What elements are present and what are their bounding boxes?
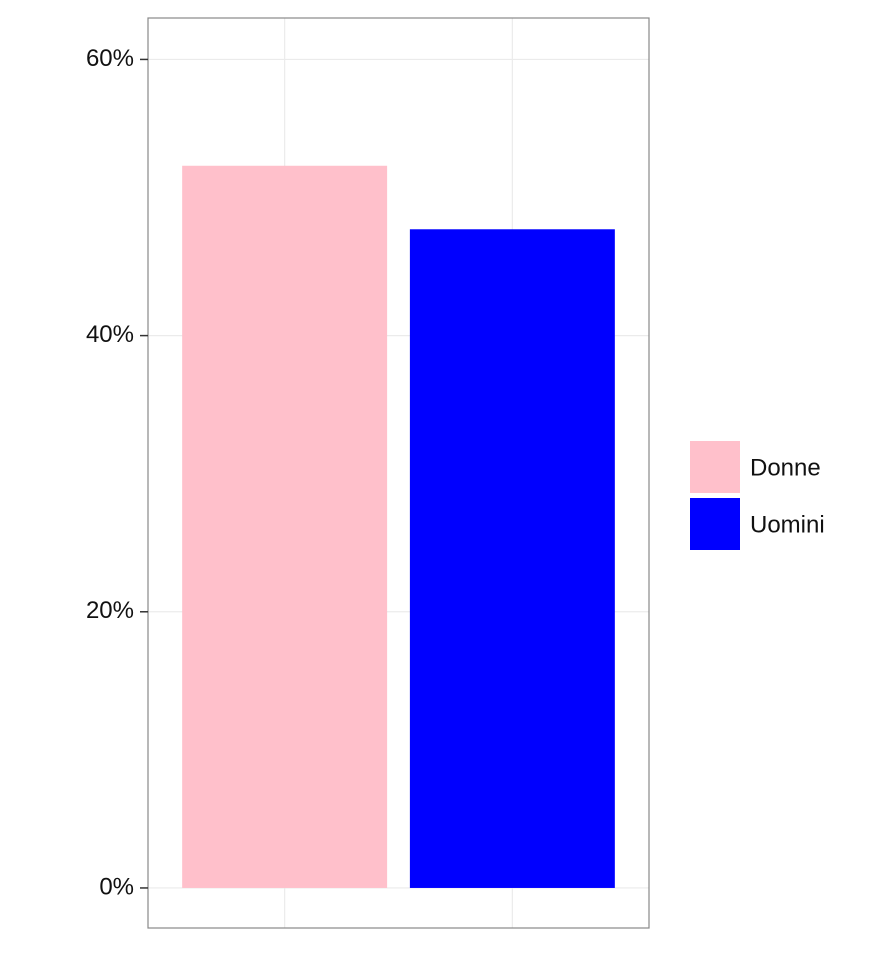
y-axis: 0% 20% 40% 60% (86, 45, 148, 900)
y-tick-label: 60% (86, 45, 134, 72)
legend-swatch (690, 441, 740, 493)
y-tick-label: 40% (86, 321, 134, 348)
bars (182, 165, 615, 888)
legend-label: Donne (750, 454, 821, 481)
bar (182, 165, 388, 888)
legend-label: Uomini (750, 511, 825, 538)
y-tick-label: 20% (86, 597, 134, 624)
legend: Donne Uomini (690, 441, 825, 550)
bar (409, 229, 615, 888)
y-tick-label: 0% (99, 873, 134, 900)
legend-swatch (690, 498, 740, 550)
panel-border (147, 17, 650, 929)
